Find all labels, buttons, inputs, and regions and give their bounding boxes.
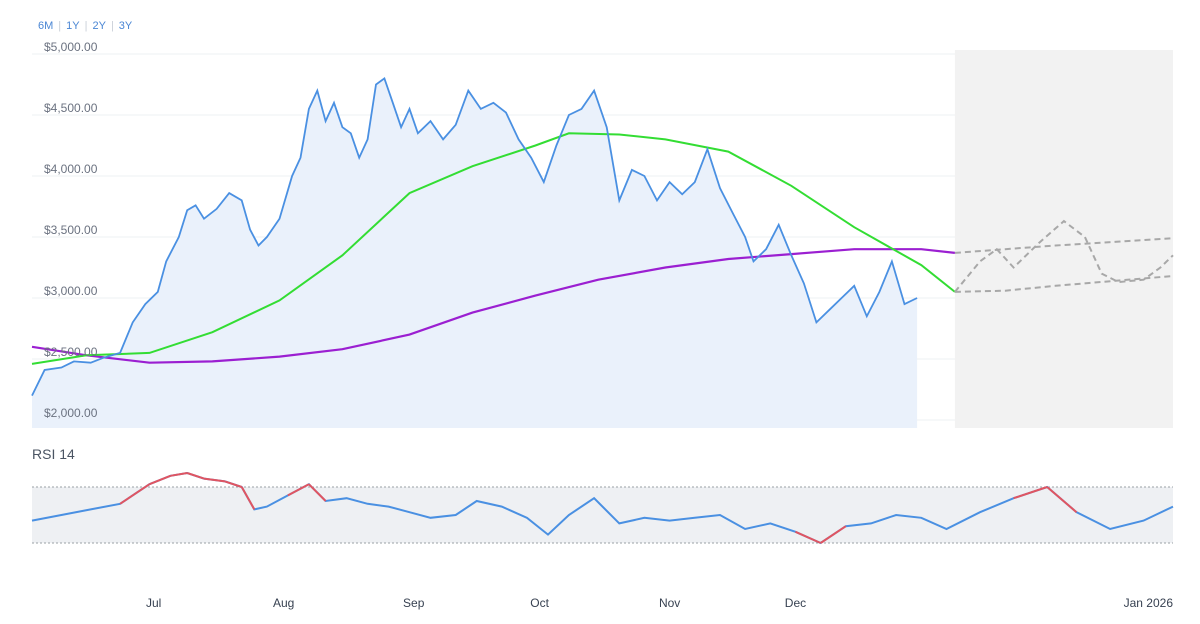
y-tick-label: $2,500.00 [44,345,98,359]
y-axis-labels: $2,000.00 $2,500.00 $3,000.00 $3,500.00 $4,0… [44,40,98,420]
rsi-extreme-segment [170,472,188,477]
range-2y-button[interactable]: 2Y [92,20,106,32]
x-tick-label: Dec [785,596,806,610]
x-tick-label: Sep [403,596,425,610]
rsi-extreme-segment [203,477,226,483]
rsi-extreme-segment [186,472,205,480]
rsi-extreme-segment [240,486,256,510]
x-tick-label: Oct [530,596,549,610]
forecast-lower-line [954,275,1174,293]
rsi-extreme-segment [1013,486,1048,500]
range-selector: 6M | 1Y | 2Y | 3Y [38,20,132,32]
price-series-line [31,76,918,396]
y-tick-label: $4,500.00 [44,101,98,115]
rsi-extreme-segment [308,483,327,502]
rsi-title: RSI 14 [32,446,75,462]
range-separator: | [110,20,114,32]
rsi-extreme-segment [1046,486,1078,513]
rsi-extreme-segment [820,525,847,544]
sma200-series-line [31,248,956,364]
x-tick-label: Nov [659,596,680,610]
x-tick-label: Jul [146,596,161,610]
sma50-series-line [31,132,956,365]
range-1y-button[interactable]: 1Y [66,20,80,32]
rsi-neutral-band [32,487,1173,543]
rsi-extreme-segment [287,483,310,497]
x-tick-label: Jan 2026 [1124,596,1174,610]
y-tick-label: $5,000.00 [44,40,98,54]
price-area-fill [32,78,918,429]
y-tick-label: $2,000.00 [44,406,98,420]
range-3y-button[interactable]: 3Y [118,20,133,32]
range-separator: | [58,20,62,32]
forecast-upper-line [954,237,1174,254]
rsi-extreme-segment [224,480,243,488]
range-6m-button[interactable]: 6M [38,20,54,32]
y-tick-label: $3,000.00 [44,284,98,298]
x-axis-labels: Jul Aug Sep Oct Nov Dec Jan 2026 [146,596,1173,610]
forecast-region [954,50,1173,428]
y-tick-label: $3,500.00 [44,223,98,237]
rsi-extreme-segment [119,483,151,505]
y-tick-label: $4,000.00 [44,162,98,176]
range-separator: | [84,20,88,32]
rsi-extreme-segment [149,474,171,486]
x-tick-label: Aug [273,596,294,610]
rsi-extreme-segment [795,530,822,544]
rsi-extreme-segments [119,472,1078,544]
